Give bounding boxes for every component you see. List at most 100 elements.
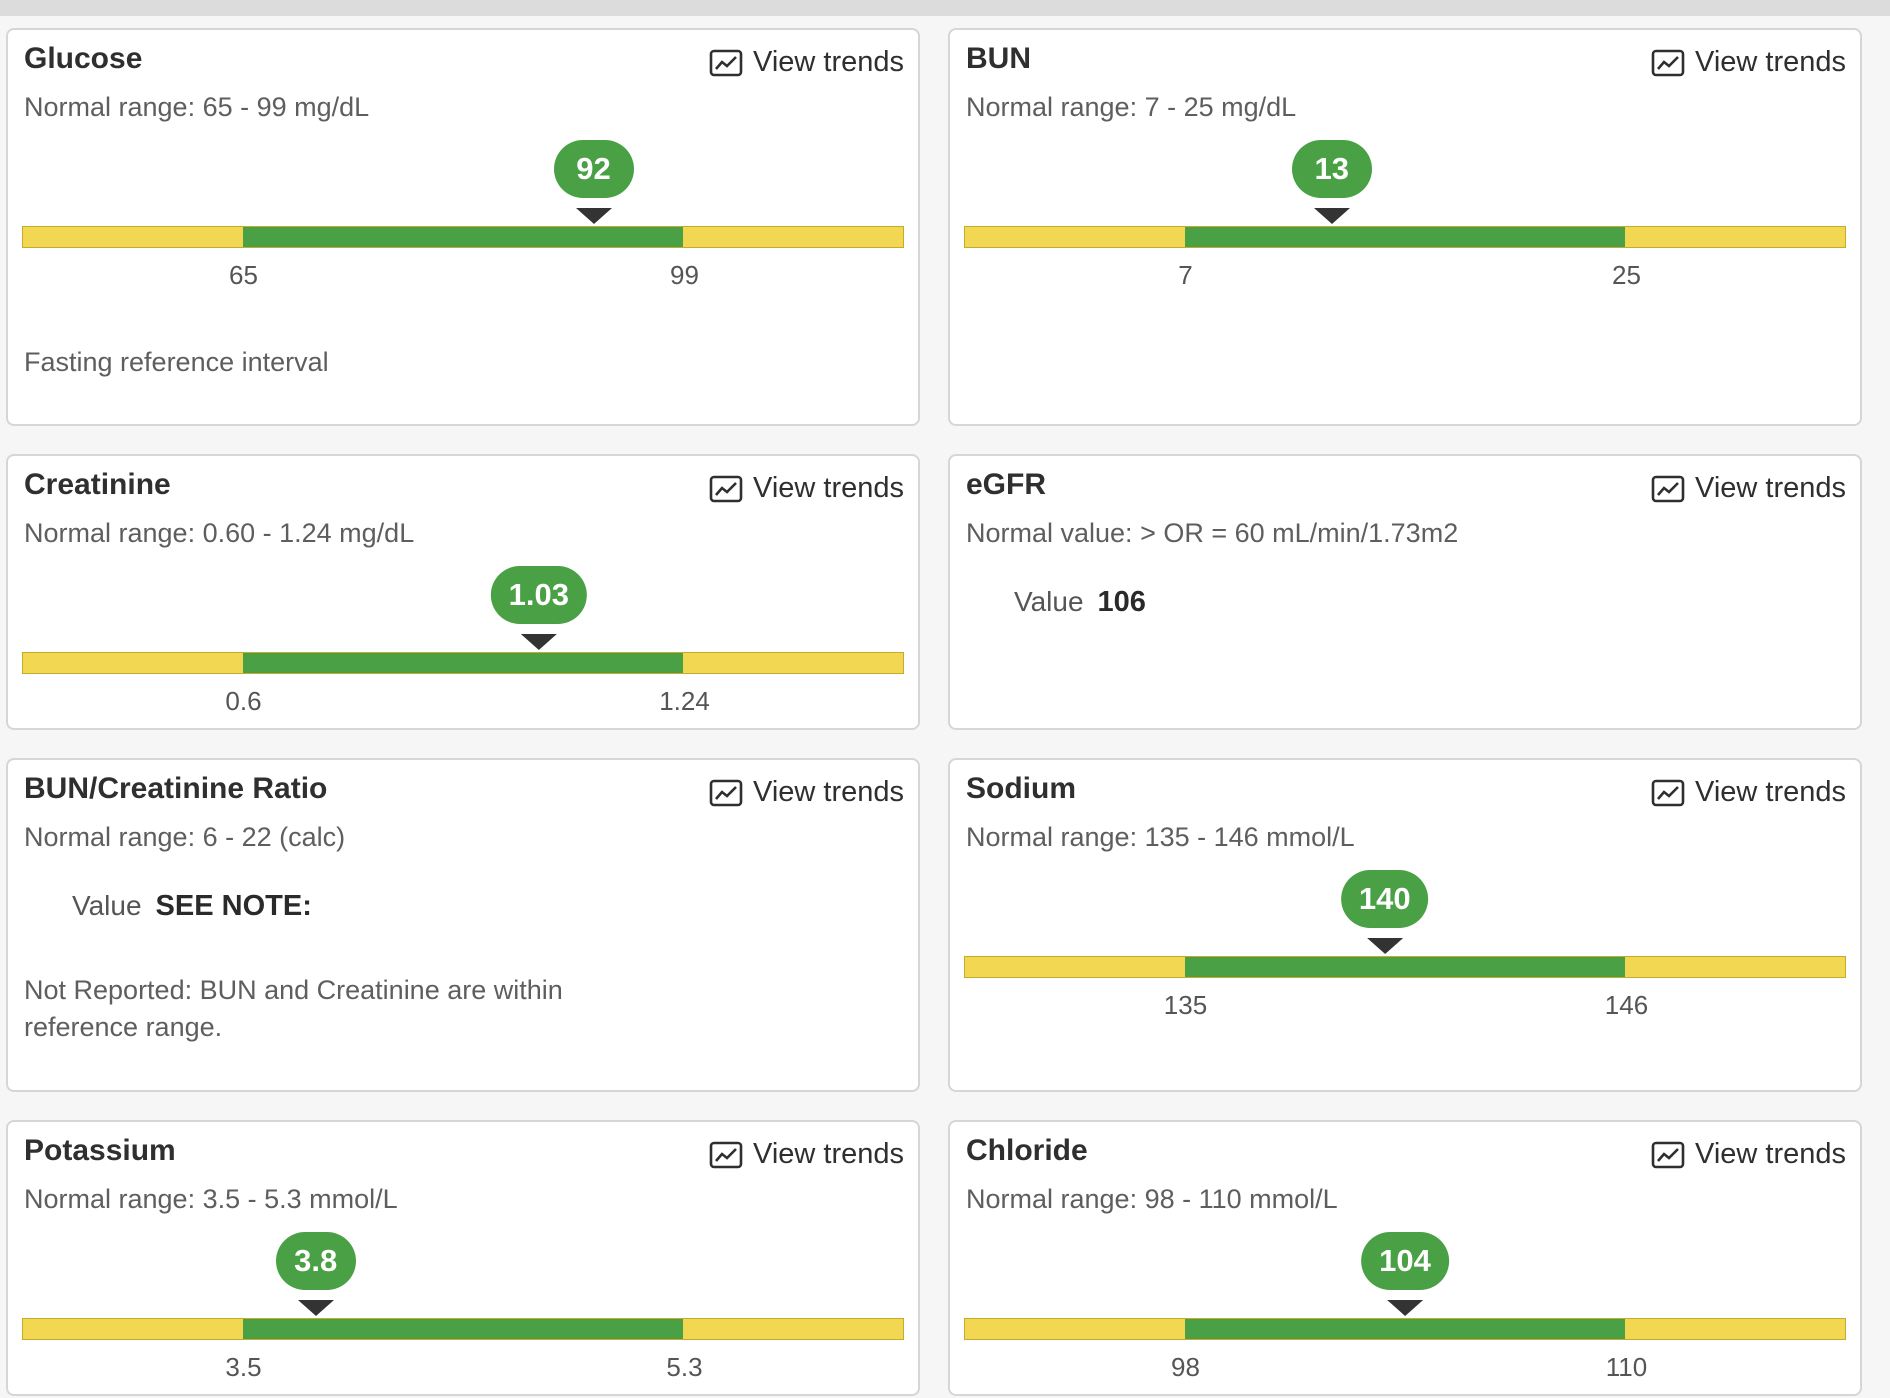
result-value-badge: 104 — [1361, 1232, 1449, 1290]
normal-range: Normal range: 65 - 99 mg/dL — [24, 92, 370, 122]
reference-note: Not Reported: BUN and Creatinine are wit… — [24, 972, 563, 1046]
result-marker: 104 — [1361, 1232, 1449, 1316]
normal-range: Normal range: 3.5 - 5.3 mmol/L — [24, 1184, 398, 1214]
range-low-tick: 98 — [1171, 1352, 1200, 1382]
normal-range: Normal range: 98 - 110 mmol/L — [966, 1184, 1338, 1214]
top-bar — [0, 0, 1890, 16]
view-trends-label: View trends — [1695, 46, 1846, 78]
view-trends-label: View trends — [1695, 776, 1846, 808]
marker-arrow-icon — [1366, 938, 1403, 954]
result-card-potassium: Potassium View trends Normal range: 3.5 … — [6, 1120, 920, 1396]
view-trends-label: View trends — [1695, 472, 1846, 504]
range-bar — [22, 652, 904, 674]
result-marker: 1.03 — [490, 566, 588, 650]
view-trends-label: View trends — [753, 472, 904, 504]
view-trends-label: View trends — [1695, 1138, 1846, 1170]
range-low-tick: 0.6 — [225, 686, 262, 716]
card-title: BUN/Creatinine Ratio — [24, 772, 328, 805]
card-title: Chloride — [966, 1134, 1088, 1167]
range-high-tick: 25 — [1612, 260, 1641, 290]
value-label: Value — [72, 890, 142, 921]
view-trends-button[interactable]: View trends — [709, 46, 904, 79]
range-high-tick: 99 — [670, 260, 699, 290]
card-title: BUN — [966, 42, 1031, 75]
range-bar — [964, 1318, 1846, 1340]
view-trends-button[interactable]: View trends — [709, 1138, 904, 1171]
card-title: eGFR — [966, 468, 1047, 501]
range-bar — [964, 226, 1846, 248]
view-trends-button[interactable]: View trends — [1651, 46, 1846, 79]
range-bar — [22, 226, 904, 248]
range-high-tick: 1.24 — [659, 686, 710, 716]
result-card-bun: BUN View trends Normal range: 7 - 25 mg/… — [948, 28, 1862, 426]
lab-results-grid: Glucose View trends Normal range: 65 - 9… — [6, 28, 1862, 1396]
normal-range: Normal value: > OR = 60 mL/min/1.73m2 — [966, 518, 1459, 548]
card-title: Creatinine — [24, 468, 171, 501]
range-high-tick: 5.3 — [666, 1352, 703, 1382]
view-trends-button[interactable]: View trends — [1651, 1138, 1846, 1171]
view-trends-label: View trends — [753, 1138, 904, 1170]
view-trends-label: View trends — [753, 776, 904, 808]
marker-arrow-icon — [575, 208, 612, 224]
result-value-badge: 140 — [1340, 870, 1429, 928]
trend-chart-icon — [709, 49, 743, 76]
result-marker: 92 — [553, 140, 634, 224]
result-value-badge: 1.03 — [490, 566, 588, 624]
result-card-egfr: eGFR View trends Normal value: > OR = 60… — [948, 454, 1862, 730]
result-value: SEE NOTE: — [155, 890, 312, 922]
range-high-tick: 110 — [1605, 1352, 1648, 1382]
view-trends-button[interactable]: View trends — [709, 472, 904, 505]
note-line: reference range. — [24, 1012, 223, 1042]
marker-arrow-icon — [297, 1300, 334, 1316]
normal-range: Normal range: 0.60 - 1.24 mg/dL — [24, 518, 415, 548]
trend-chart-icon — [1651, 779, 1685, 806]
range-low-tick: 3.5 — [225, 1352, 262, 1382]
result-card-chloride: Chloride View trends Normal range: 98 - … — [948, 1120, 1862, 1396]
trend-chart-icon — [709, 475, 743, 502]
note-line: Not Reported: BUN and Creatinine are wit… — [24, 975, 563, 1005]
view-trends-button[interactable]: View trends — [1651, 776, 1846, 809]
trend-chart-icon — [1651, 49, 1685, 76]
marker-arrow-icon — [1386, 1300, 1423, 1316]
range-high-tick: 146 — [1604, 990, 1649, 1020]
reference-note: Fasting reference interval — [24, 347, 329, 377]
result-value-badge: 3.8 — [275, 1232, 356, 1290]
range-bar — [22, 1318, 904, 1340]
normal-zone — [243, 227, 683, 247]
result-value-row: Value SEE NOTE: — [72, 890, 312, 923]
result-marker: 3.8 — [275, 1232, 356, 1316]
normal-zone — [243, 1319, 683, 1339]
result-value-badge: 13 — [1291, 140, 1372, 198]
normal-zone — [1185, 1319, 1625, 1339]
range-bar — [964, 956, 1846, 978]
trend-chart-icon — [1651, 1141, 1685, 1168]
view-trends-label: View trends — [753, 46, 904, 78]
result-value: 106 — [1097, 586, 1146, 618]
result-card-glucose: Glucose View trends Normal range: 65 - 9… — [6, 28, 920, 426]
range-low-tick: 7 — [1178, 260, 1193, 290]
result-value-badge: 92 — [553, 140, 634, 198]
result-card-creatinine: Creatinine View trends Normal range: 0.6… — [6, 454, 920, 730]
normal-zone — [1185, 957, 1625, 977]
value-label: Value — [1014, 586, 1084, 617]
card-title: Sodium — [966, 772, 1076, 805]
normal-range: Normal range: 6 - 22 (calc) — [24, 822, 346, 852]
result-card-sodium: Sodium View trends Normal range: 135 - 1… — [948, 758, 1862, 1092]
range-low-tick: 65 — [229, 260, 258, 290]
result-marker: 140 — [1340, 870, 1429, 954]
marker-arrow-icon — [1313, 208, 1350, 224]
range-low-tick: 135 — [1163, 990, 1208, 1020]
view-trends-button[interactable]: View trends — [709, 776, 904, 809]
result-card-bun-creatinine-ratio: BUN/Creatinine Ratio View trends Normal … — [6, 758, 920, 1092]
trend-chart-icon — [1651, 475, 1685, 502]
card-title: Glucose — [24, 42, 143, 75]
result-marker: 13 — [1291, 140, 1372, 224]
result-value-row: Value 106 — [1014, 586, 1146, 619]
normal-range: Normal range: 7 - 25 mg/dL — [966, 92, 1297, 122]
view-trends-button[interactable]: View trends — [1651, 472, 1846, 505]
marker-arrow-icon — [520, 634, 557, 650]
trend-chart-icon — [709, 779, 743, 806]
normal-range: Normal range: 135 - 146 mmol/L — [966, 822, 1355, 852]
card-title: Potassium — [24, 1134, 176, 1167]
trend-chart-icon — [709, 1141, 743, 1168]
